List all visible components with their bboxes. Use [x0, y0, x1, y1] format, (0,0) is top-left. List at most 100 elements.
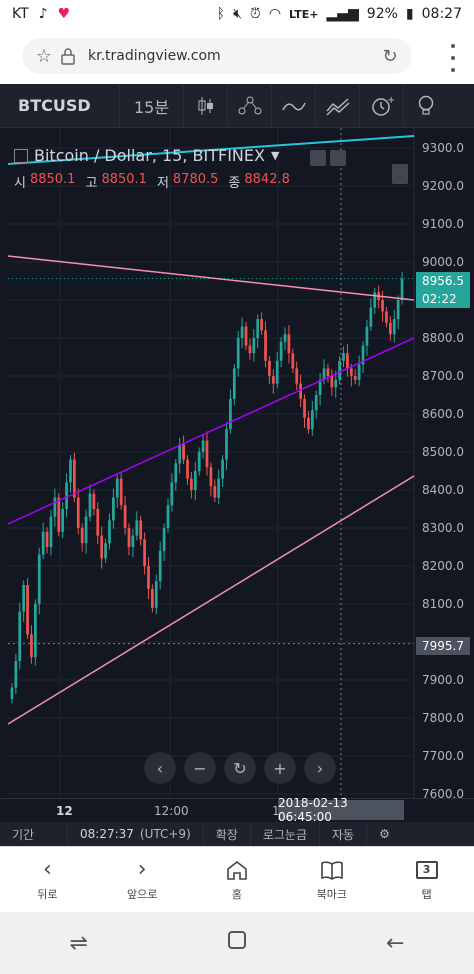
timezone-value: (UTC+9) — [139, 827, 191, 841]
alarm-icon: ⏰︎ — [249, 6, 261, 22]
candle-body — [30, 634, 33, 658]
price-tick: 8700.0 — [422, 369, 464, 383]
chevron-down-icon[interactable]: ▼ — [270, 149, 280, 162]
carrier-label: KT — [12, 6, 29, 22]
zoom-in-icon[interactable]: + — [264, 752, 296, 784]
candle-body — [314, 395, 318, 411]
compare-icon[interactable] — [228, 84, 273, 127]
home-icon — [226, 858, 248, 882]
symbol-button[interactable]: BTCUSD — [0, 84, 120, 127]
chart-canvas[interactable] — [0, 128, 474, 798]
candle-body — [49, 516, 53, 547]
extend-button[interactable]: 확장 — [204, 822, 251, 846]
candle-body — [310, 410, 314, 430]
browser-url-bar: ☆ kr.tradingview.com ↻ — [0, 28, 474, 84]
system-nav-bar: ⇌ ← — [0, 912, 474, 974]
battery-icon: ▮ — [405, 6, 414, 22]
address-box[interactable]: ☆ kr.tradingview.com ↻ — [22, 38, 412, 74]
url-text[interactable]: kr.tradingview.com — [88, 48, 221, 64]
scroll-right-icon[interactable]: › — [304, 752, 336, 784]
candle-body — [322, 368, 326, 380]
candle-body — [381, 300, 384, 312]
candle-body — [92, 493, 96, 509]
price-tick: 8500.0 — [422, 445, 464, 459]
clock-timezone[interactable]: 08:27:37 (UTC+9) — [68, 822, 204, 846]
candle-body — [373, 292, 377, 308]
indicator-icon[interactable] — [272, 84, 317, 127]
forward-button[interactable]: › 앞으로 — [95, 847, 190, 912]
recent-apps-icon[interactable]: ⇌ — [69, 930, 88, 956]
candle-body — [33, 604, 37, 658]
price-tick: 8400.0 — [422, 483, 464, 497]
status-bar: KT ♪ ♥ ᛒ 🔇︎ ⏰︎ ◠ LTE+ ▂▄▆ 92% ▮ 08:27 — [0, 0, 474, 28]
gear-icon[interactable]: ⚙ — [379, 827, 390, 841]
candle-body — [18, 611, 22, 661]
star-icon[interactable]: ☆ — [35, 45, 53, 67]
candle-body — [151, 588, 154, 608]
trendline-cyan — [7, 135, 415, 165]
templates-icon[interactable] — [316, 84, 361, 127]
candle-body — [369, 307, 373, 327]
settings-icon[interactable] — [330, 150, 346, 166]
price-tick: 7800.0 — [422, 711, 464, 725]
chevron-right-icon: › — [137, 857, 147, 882]
candle-body — [135, 520, 139, 536]
crosshair-time-tag: 2018-02-13 06:45:00 — [278, 796, 404, 824]
price-tick: 9100.0 — [422, 217, 464, 231]
candle-body — [349, 368, 353, 376]
candle-body — [190, 478, 193, 490]
candle-body — [209, 467, 213, 487]
candle-body — [112, 497, 115, 521]
reload-icon[interactable]: ↻ — [382, 45, 398, 67]
browser-menu-icon[interactable] — [444, 44, 462, 72]
candle-body — [123, 505, 127, 528]
bookmarks-button[interactable]: 북마크 — [284, 847, 379, 912]
price-tick: 8600.0 — [422, 407, 464, 421]
candle-body — [361, 345, 365, 365]
open-value: 8850.1 — [29, 172, 76, 187]
bookmarks-label: 북마크 — [316, 887, 347, 901]
interval-button[interactable]: 15분 — [120, 84, 185, 127]
idea-bulb-icon[interactable] — [404, 84, 448, 127]
high-value: 8850.1 — [101, 172, 147, 187]
tab-count-badge: 3 — [415, 860, 438, 879]
date-range-button[interactable]: 기간 — [0, 822, 68, 846]
candle-body — [197, 452, 201, 471]
candle-body — [240, 326, 244, 338]
tabs-button[interactable]: 3 탭 — [379, 847, 474, 912]
candle-body — [143, 539, 146, 566]
chart-legend[interactable]: Bitcoin / Dollar, 15, BITFINEX ▼ — [14, 146, 279, 165]
back-button[interactable]: ‹ 뒤로 — [0, 847, 95, 912]
current-price-tag: 8956.5 — [416, 272, 470, 290]
candle-body — [69, 459, 72, 483]
price-tick: 7600.0 — [422, 787, 464, 801]
candle-body — [252, 338, 256, 354]
log-scale-button[interactable]: 로그눈금 — [251, 822, 321, 846]
candle-body — [217, 478, 221, 498]
candle-body — [76, 497, 80, 528]
home-button[interactable]: 홈 — [190, 847, 285, 912]
auto-scale-button[interactable]: 자동 — [320, 822, 368, 846]
trendline-support — [7, 337, 415, 525]
collapse-legend-icon[interactable] — [14, 148, 28, 163]
alert-clock-icon[interactable]: + — [360, 84, 405, 127]
candle-body — [166, 505, 170, 528]
home-square-icon[interactable] — [227, 930, 247, 956]
candle-body — [88, 493, 92, 517]
scroll-left-icon[interactable]: ‹ — [144, 752, 176, 784]
reset-icon[interactable]: ↻ — [224, 752, 256, 784]
chart-bottom-bar: 기간 08:27:37 (UTC+9) 확장 로그눈금 자동 ⚙ — [0, 822, 474, 846]
candle-style-icon[interactable] — [184, 84, 229, 127]
candle-body — [193, 471, 197, 490]
zoom-out-icon[interactable]: − — [184, 752, 216, 784]
book-icon — [320, 858, 344, 882]
candle-body — [279, 341, 283, 361]
clock-label: 08:27 — [421, 6, 462, 22]
price-chart[interactable]: Bitcoin / Dollar, 15, BITFINEX ▼ 시 8850.1… — [0, 128, 474, 801]
music-icon: ♪ — [38, 6, 48, 22]
eye-icon[interactable] — [310, 150, 326, 166]
legend-arrows-icon[interactable] — [392, 164, 408, 184]
system-back-icon[interactable]: ← — [386, 930, 405, 956]
candle-body — [264, 330, 267, 361]
candle-body — [119, 478, 123, 506]
